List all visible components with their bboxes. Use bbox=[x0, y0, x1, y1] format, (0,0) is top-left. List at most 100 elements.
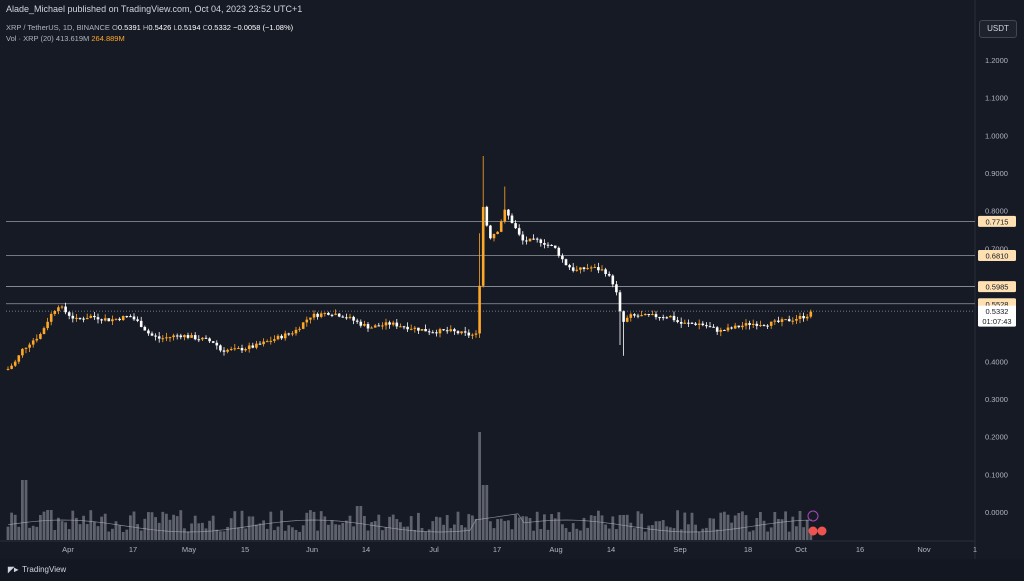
candle-body[interactable] bbox=[301, 322, 305, 329]
candle-body[interactable] bbox=[517, 228, 521, 235]
candle-body[interactable] bbox=[39, 334, 42, 339]
candle-body[interactable] bbox=[784, 319, 787, 321]
candle-body[interactable] bbox=[330, 314, 334, 316]
candle-body[interactable] bbox=[589, 267, 593, 269]
candle-body[interactable] bbox=[543, 243, 546, 245]
candle-body[interactable] bbox=[679, 321, 683, 324]
volume-indicator-name[interactable]: Vol · XRP (20) bbox=[6, 34, 54, 43]
candle-body[interactable] bbox=[633, 314, 636, 316]
candle-body[interactable] bbox=[485, 206, 489, 226]
candle-body[interactable] bbox=[701, 323, 705, 326]
candle-body[interactable] bbox=[75, 317, 78, 319]
candle-body[interactable] bbox=[575, 269, 579, 271]
candle-body[interactable] bbox=[294, 329, 298, 334]
candle-body[interactable] bbox=[417, 327, 420, 331]
candle-body[interactable] bbox=[255, 343, 258, 348]
candle-body[interactable] bbox=[168, 337, 172, 339]
candle-body[interactable] bbox=[496, 231, 499, 234]
candle-body[interactable] bbox=[726, 327, 730, 331]
candle-body[interactable] bbox=[690, 322, 694, 324]
candle-body[interactable] bbox=[489, 225, 492, 239]
candle-body[interactable] bbox=[312, 313, 316, 318]
price-level-tag[interactable] bbox=[978, 281, 1016, 293]
candle-body[interactable] bbox=[737, 325, 741, 328]
candle-body[interactable] bbox=[687, 322, 690, 324]
candle-body[interactable] bbox=[618, 292, 622, 312]
candle-body[interactable] bbox=[723, 329, 726, 331]
candle-body[interactable] bbox=[229, 348, 233, 350]
candle-body[interactable] bbox=[586, 268, 589, 270]
candle-body[interactable] bbox=[93, 315, 96, 318]
candle-body[interactable] bbox=[561, 255, 564, 260]
candle-body[interactable] bbox=[67, 312, 71, 316]
candle-body[interactable] bbox=[625, 317, 629, 322]
candle-body[interactable] bbox=[705, 325, 708, 327]
candle-body[interactable] bbox=[265, 341, 269, 343]
candle-body[interactable] bbox=[276, 335, 280, 340]
last-price-tag[interactable] bbox=[978, 305, 1016, 327]
candle-body[interactable] bbox=[499, 221, 503, 232]
candle-body[interactable] bbox=[100, 319, 103, 321]
candle-body[interactable] bbox=[64, 306, 67, 313]
candle-body[interactable] bbox=[697, 323, 701, 325]
candle-body[interactable] bbox=[125, 316, 129, 318]
candle-body[interactable] bbox=[280, 335, 283, 339]
candle-body[interactable] bbox=[661, 317, 665, 319]
candle-body[interactable] bbox=[348, 316, 352, 318]
candle-body[interactable] bbox=[546, 244, 550, 246]
candle-body[interactable] bbox=[89, 315, 93, 318]
price-level-tag[interactable] bbox=[978, 215, 1016, 227]
candle-body[interactable] bbox=[211, 341, 215, 343]
candle-body[interactable] bbox=[503, 209, 507, 222]
candle-body[interactable] bbox=[535, 238, 539, 240]
candle-body[interactable] bbox=[449, 329, 453, 332]
candle-body[interactable] bbox=[604, 269, 607, 274]
candle-body[interactable] bbox=[384, 322, 388, 326]
candle-body[interactable] bbox=[121, 316, 125, 321]
candle-body[interactable] bbox=[46, 321, 49, 329]
candle-body[interactable] bbox=[219, 345, 222, 351]
candle-body[interactable] bbox=[636, 315, 640, 317]
candle-body[interactable] bbox=[57, 307, 60, 311]
candle-body[interactable] bbox=[359, 321, 363, 326]
candle-body[interactable] bbox=[694, 323, 697, 325]
candle-body[interactable] bbox=[337, 313, 341, 317]
candle-body[interactable] bbox=[42, 328, 46, 335]
candle-body[interactable] bbox=[733, 325, 737, 329]
candle-body[interactable] bbox=[13, 361, 17, 366]
candle-body[interactable] bbox=[445, 330, 449, 332]
candle-body[interactable] bbox=[557, 247, 561, 256]
candle-body[interactable] bbox=[741, 325, 744, 328]
candle-body[interactable] bbox=[766, 325, 769, 327]
lightning-event-icon[interactable] bbox=[807, 510, 819, 522]
candle-body[interactable] bbox=[352, 316, 355, 321]
candle-body[interactable] bbox=[474, 333, 478, 335]
candle-body[interactable] bbox=[672, 315, 676, 321]
candle-body[interactable] bbox=[78, 317, 82, 319]
candle-body[interactable] bbox=[215, 342, 219, 346]
candle-body[interactable] bbox=[186, 335, 190, 338]
candle-body[interactable] bbox=[748, 323, 751, 325]
candle-body[interactable] bbox=[31, 340, 35, 345]
candle-body[interactable] bbox=[730, 327, 733, 329]
candle-body[interactable] bbox=[96, 317, 100, 320]
candle-body[interactable] bbox=[222, 350, 226, 352]
price-level-tag[interactable] bbox=[978, 249, 1016, 261]
candle-body[interactable] bbox=[762, 325, 766, 327]
candle-body[interactable] bbox=[323, 312, 327, 314]
candle-body[interactable] bbox=[597, 267, 600, 271]
candle-body[interactable] bbox=[269, 340, 273, 342]
candle-body[interactable] bbox=[327, 312, 330, 315]
candle-body[interactable] bbox=[143, 326, 147, 331]
candle-body[interactable] bbox=[363, 324, 366, 326]
candle-body[interactable] bbox=[17, 355, 21, 362]
candle-body[interactable] bbox=[640, 315, 643, 317]
candle-body[interactable] bbox=[287, 333, 291, 335]
candle-body[interactable] bbox=[478, 285, 481, 334]
candle-body[interactable] bbox=[463, 331, 467, 333]
candle-body[interactable] bbox=[251, 345, 255, 348]
candle-body[interactable] bbox=[579, 267, 582, 270]
candle-body[interactable] bbox=[201, 337, 204, 340]
candle-body[interactable] bbox=[708, 326, 712, 328]
